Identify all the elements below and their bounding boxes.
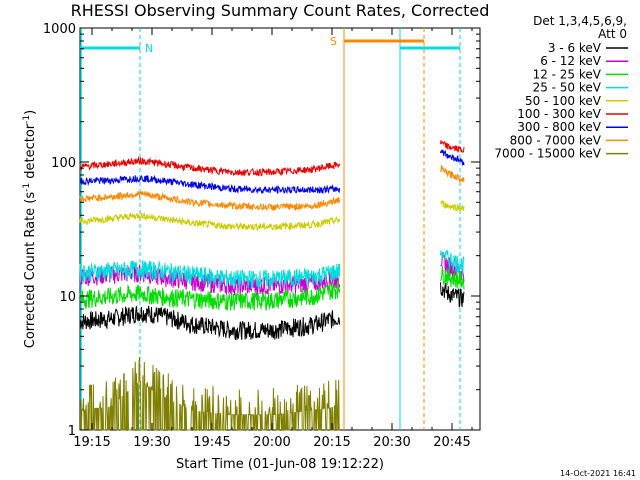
x-tick-label: 19:30 — [133, 435, 170, 450]
y-tick-label: 100 — [51, 156, 76, 171]
x-tick-label: 20:45 — [433, 435, 470, 450]
series-line — [440, 140, 465, 153]
y-axis-title-close: ) — [23, 110, 38, 115]
series-line — [79, 305, 341, 341]
x-tick-label: 20:30 — [373, 435, 410, 450]
x-tick-label: 20:00 — [253, 435, 290, 450]
legend-label: 6 - 12 keV — [540, 54, 602, 68]
series-line — [79, 260, 341, 289]
flag-bar-label: N — [145, 42, 153, 55]
legend-label: 3 - 6 keV — [548, 41, 602, 55]
legend-label: 50 - 100 keV — [525, 94, 602, 108]
y-axis-title-sup1: -1 — [22, 183, 32, 192]
legend-label: 800 - 7000 keV — [510, 133, 602, 147]
series-line — [79, 174, 341, 195]
series-line — [440, 149, 465, 166]
legend-header-1: Det 1,3,4,5,6,9, — [533, 14, 627, 28]
series-line — [79, 280, 341, 311]
y-tick-label: 1 — [68, 424, 76, 439]
series-line — [79, 190, 341, 212]
y-axis-title-sup2: -1 — [22, 115, 32, 124]
series-line — [440, 249, 465, 275]
x-axis-title: Start Time (01-Jun-08 19:12:22) — [176, 457, 384, 472]
data-series — [79, 140, 465, 431]
y-tick-label: 10 — [59, 290, 76, 305]
series-line — [440, 282, 465, 308]
y-axis-title: Corrected Count Rate (s-1 detector-1) — [22, 110, 38, 348]
series-line — [440, 265, 465, 290]
series-line — [440, 164, 465, 184]
legend-label: 25 - 50 keV — [533, 81, 602, 95]
x-tick-label: 19:15 — [73, 435, 110, 450]
x-axis-ticks: 19:15 19:30 19:45 20:00 20:15 20:30 20:45 — [73, 28, 473, 450]
legend-header-2: Att 0 — [598, 27, 627, 41]
y-axis-title-main: Corrected Count Rate (s — [23, 192, 38, 349]
flag-bars: NS — [80, 28, 461, 430]
legend-label: 300 - 800 keV — [517, 120, 601, 134]
series-line — [79, 264, 341, 296]
y-axis-title-mid: detector — [23, 123, 38, 183]
chart-title: RHESSI Observing Summary Count Rates, Co… — [71, 1, 490, 20]
y-axis-ticks: 1 10 100 1000 — [43, 22, 480, 439]
legend-label: 12 - 25 keV — [533, 67, 602, 81]
legend-label: 100 - 300 keV — [517, 107, 601, 121]
y-tick-label: 1000 — [43, 22, 76, 37]
series-line — [79, 155, 341, 177]
x-tick-label: 19:45 — [193, 435, 230, 450]
flag-bar-label: S — [330, 35, 337, 48]
series-line — [80, 357, 340, 431]
footer-timestamp: 14-Oct-2021 16:41 — [560, 469, 636, 478]
x-tick-label: 20:15 — [313, 435, 350, 450]
series-line — [440, 199, 465, 212]
series-line — [79, 212, 341, 231]
legend-label: 7000 - 15000 keV — [494, 147, 601, 161]
plot-area: NS 19:15 19:30 19:45 20:00 20:15 20:30 20:45 1… — [43, 22, 481, 450]
